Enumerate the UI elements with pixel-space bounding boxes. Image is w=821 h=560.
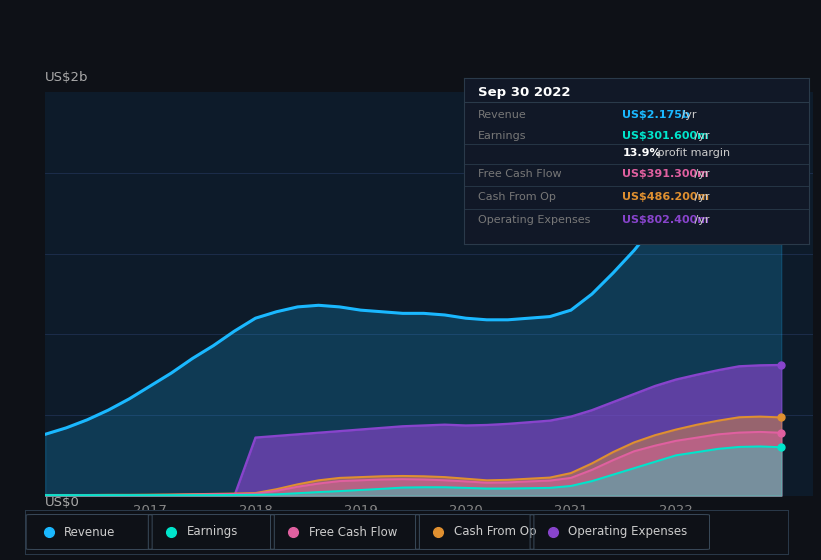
Text: US$391.300m: US$391.300m [622, 169, 709, 179]
Text: /yr: /yr [678, 110, 697, 120]
Text: US$2b: US$2b [45, 71, 89, 85]
Text: Sep 30 2022: Sep 30 2022 [478, 86, 570, 99]
Text: Cash From Op: Cash From Op [478, 192, 556, 202]
Text: US$0: US$0 [45, 496, 80, 508]
Text: Cash From Op: Cash From Op [454, 525, 536, 539]
Text: Revenue: Revenue [64, 525, 116, 539]
Text: 13.9%: 13.9% [622, 148, 661, 158]
Text: Revenue: Revenue [478, 110, 526, 120]
Text: /yr: /yr [690, 169, 709, 179]
Text: US$301.600m: US$301.600m [622, 131, 709, 141]
Text: Free Cash Flow: Free Cash Flow [309, 525, 397, 539]
Text: Earnings: Earnings [478, 131, 526, 141]
Text: US$486.200m: US$486.200m [622, 192, 709, 202]
Text: /yr: /yr [690, 216, 709, 226]
Text: /yr: /yr [690, 192, 709, 202]
Text: Operating Expenses: Operating Expenses [478, 216, 590, 226]
Text: US$802.400m: US$802.400m [622, 216, 709, 226]
Text: Free Cash Flow: Free Cash Flow [478, 169, 562, 179]
Text: Earnings: Earnings [186, 525, 238, 539]
Text: /yr: /yr [690, 131, 709, 141]
Text: Operating Expenses: Operating Expenses [568, 525, 687, 539]
Text: profit margin: profit margin [654, 148, 730, 158]
Text: US$2.175b: US$2.175b [622, 110, 690, 120]
